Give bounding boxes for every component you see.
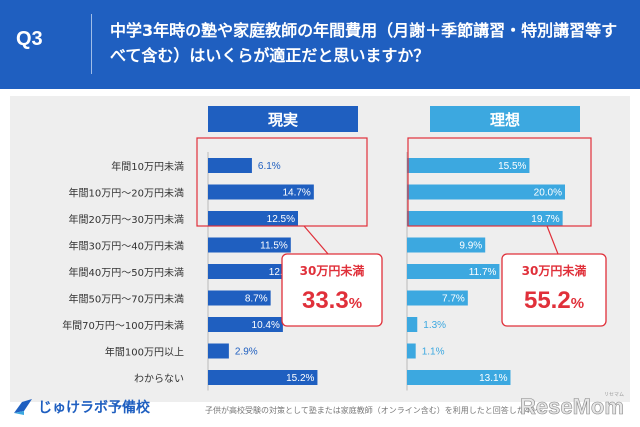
bar [208,343,229,359]
category-label: 年間20万円〜30万円未満 [69,213,184,226]
series-header-0 [208,106,358,132]
bar-value-label: 1.3% [423,320,446,331]
callout-value-0: 33.3% [302,287,362,314]
question-label: Q3 [16,28,43,50]
question-text: 中学3年時の塾や家庭教師の年間費用（月謝＋季節講習・特別講習等すべて含む）はいく… [110,21,618,65]
header-divider [91,14,92,74]
category-label: 年間100万円以上 [105,346,184,359]
category-label: 年間10万円〜20万円未満 [69,187,184,200]
callout-value-number: 55.2 [524,287,571,314]
watermark: ReseMom [520,394,625,420]
bar [407,264,500,279]
logo-text: じゅけラボ予備校 [38,400,150,416]
series-header-label-1: 理想 [490,111,520,129]
bar-value-label: 14.7% [282,188,310,199]
bar-value-label: 19.7% [531,214,559,225]
category-label: わからない [134,373,184,385]
question-header: Q3 中学3年時の塾や家庭教師の年間費用（月謝＋季節講習・特別講習等すべて含む）… [0,0,640,89]
callout-value-unit: % [349,295,362,312]
chart-panel: 現実 理想 年間10万円未満 年間10万円〜20万円未満 年間20万円〜30万円未満 年間… [10,96,630,402]
callout-box-1 [501,253,607,327]
bar-value-label: 10.4% [252,320,280,331]
bar-value-label: 9.9% [459,241,482,252]
bar [407,317,418,332]
bar [407,184,565,200]
bar-value-label: 15.5% [498,161,526,172]
callout-value-number: 33.3 [302,287,349,314]
highlight-box-1 [407,137,592,227]
category-label: 年間70万円〜100万円未満 [62,319,184,332]
bar-value-label: 1.1% [422,347,445,358]
bar [208,184,314,200]
bar-value-label: 11.7% [469,267,497,278]
bar [208,211,298,226]
series-header-1 [430,106,580,132]
bar [208,370,318,385]
callout-title-1: 30万円未満 [522,263,587,278]
bar-value-label: 7.7% [442,294,465,305]
bar-value-label: 11.5% [260,241,288,252]
bar [407,343,416,359]
footnote: 子供が高校受験の対策として塾または家庭教師（オンライン含む）を利用したと回答した… [205,406,543,415]
bar [208,317,283,332]
callout-title-0: 30万円未満 [300,263,365,278]
callout-box-0 [281,253,383,327]
series-header-label-0: 現実 [268,111,298,129]
bar-value-label: 12.5% [267,214,295,225]
bar-value-label: 2.9% [235,347,258,358]
bar [208,290,271,306]
highlight-box-0 [196,137,368,227]
bar [407,370,511,385]
bar-value-label: 6.1% [258,161,281,172]
bar [407,211,563,226]
bar-value-label: 8.7% [245,294,268,305]
category-label: 年間30万円〜40万円未満 [69,240,184,253]
bar [208,237,291,253]
bar-value-label: 13.1% [479,373,507,384]
logo: じゅけラボ予備校 [12,397,150,417]
category-label: 年間10万円未満 [111,160,184,173]
category-label: 年間40万円〜50万円未満 [69,266,184,279]
bar-value-label: 15.2% [286,373,314,384]
bar-value-label: 20.0% [534,188,562,199]
bar [407,290,468,306]
bar [407,158,530,173]
callout-value-unit: % [571,295,584,312]
logo-book-icon [14,399,32,415]
bar [208,264,301,279]
watermark-kana: リセマム [604,392,625,398]
bar-chart: 現実 理想年間10万円未満年間10万円〜20万円未満年間20万円〜30万円未満年間… [62,106,607,391]
bar [407,237,486,253]
category-label: 年間50万円〜70万円未満 [69,293,184,306]
bar [208,158,252,173]
callout-value-1: 55.2% [524,287,584,314]
